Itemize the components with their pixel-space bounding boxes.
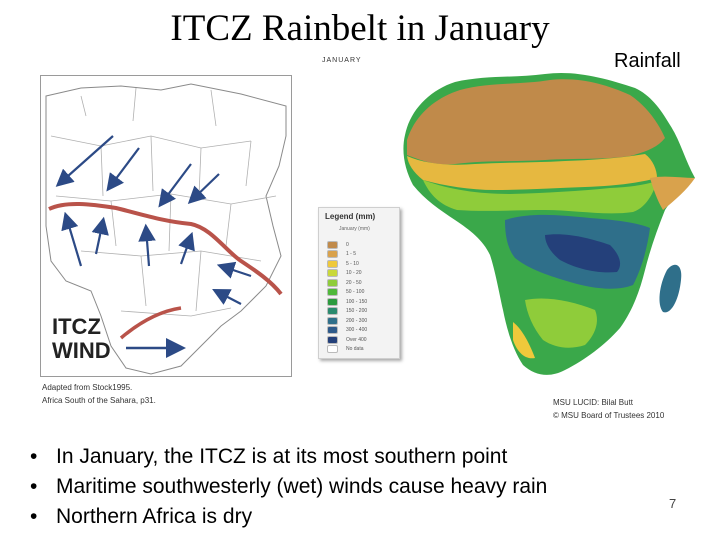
right-caption-line: © MSU Board of Trustees 2010	[553, 411, 665, 420]
rain-map-caption: MSU LUCID: Bilal Butt © MSU Board of Tru…	[553, 396, 664, 422]
bullet-mark: •	[30, 445, 38, 468]
left-caption-line: Adapted from Stock1995.	[42, 383, 133, 392]
legend-label: 1 - 5	[346, 251, 357, 258]
legend-label: No data	[346, 346, 364, 353]
legend-label: 20 - 50	[346, 279, 362, 286]
legend-label: 5 - 10	[346, 260, 359, 267]
legend-label: 150 - 200	[346, 308, 368, 315]
legend-swatch	[327, 307, 338, 316]
bullet-text: Maritime southwesterly (wet) winds cause…	[56, 475, 548, 498]
bullet-item: • Maritime southwesterly (wet) winds caus…	[30, 472, 547, 502]
itcz-wind-map	[40, 75, 292, 377]
legend-label: 0	[346, 241, 349, 248]
legend-swatch	[327, 288, 338, 297]
africa-outline-map	[45, 83, 287, 375]
bullet-item: • Northern Africa is dry	[30, 502, 547, 532]
legend-swatch	[327, 259, 338, 268]
legend-swatch	[327, 278, 338, 287]
right-caption-line: MSU LUCID: Bilal Butt	[553, 398, 634, 407]
legend-swatch	[327, 297, 338, 306]
legend-row: 10 - 20	[327, 265, 397, 278]
slide-title: ITCZ Rainbelt in January	[170, 8, 550, 49]
rainfall-heading: Rainfall	[614, 50, 681, 72]
rainfall-legend: Legend (mm) January (mm) 0 1 - 5 5 - 10 10 …	[318, 207, 400, 359]
legend-label: 200 - 300	[346, 317, 368, 324]
legend-label: 50 - 100	[346, 289, 365, 296]
legend-row: 1 - 5	[327, 246, 397, 259]
legend-row: 150 - 200	[327, 303, 397, 316]
bullet-item: • In January, the ITCZ is at its most sou…	[30, 442, 547, 472]
legend-label: 10 - 20	[346, 270, 362, 277]
legend-swatch	[327, 269, 338, 278]
rain-map-month-label: JANUARY	[322, 57, 362, 64]
legend-swatch	[327, 240, 338, 249]
legend-swatch	[327, 326, 338, 335]
legend-row: 20 - 50	[327, 274, 397, 287]
legend-row: Over 400	[327, 331, 397, 344]
page-number: 7	[669, 496, 677, 511]
legend-row: 100 - 150	[327, 293, 397, 306]
legend-row: 50 - 100	[327, 284, 397, 297]
legend-label: Over 400	[346, 336, 367, 343]
legend-label: 300 - 400	[346, 327, 368, 334]
legend-swatch	[327, 345, 338, 354]
legend-row: No data	[327, 341, 397, 354]
itcz-legend-label: ITCZ	[52, 314, 101, 339]
left-caption-line: Africa South of the Sahara, p31.	[42, 396, 156, 405]
bullet-text: Northern Africa is dry	[56, 505, 253, 528]
legend-row: 5 - 10	[327, 255, 397, 268]
legend-row: 200 - 300	[327, 312, 397, 325]
bullet-mark: •	[30, 505, 38, 528]
legend-swatch	[327, 316, 338, 325]
legend-row: 0	[327, 236, 397, 249]
legend-swatch	[327, 335, 338, 344]
legend-row: 300 - 400	[327, 322, 397, 335]
legend-label: 100 - 150	[346, 298, 368, 305]
wind-legend-label: WIND	[52, 338, 111, 363]
legend-subtitle: January (mm)	[339, 226, 370, 232]
bullet-list: • In January, the ITCZ is at its most sou…	[30, 442, 547, 532]
bullet-text: In January, the ITCZ is at its most sout…	[56, 445, 508, 468]
bullet-mark: •	[30, 475, 38, 498]
legend-swatch	[327, 250, 338, 259]
legend-title: Legend (mm)	[325, 212, 376, 221]
left-map-caption: Adapted from Stock1995. Africa South of …	[42, 381, 156, 407]
africa-rainfall-map	[403, 72, 695, 375]
